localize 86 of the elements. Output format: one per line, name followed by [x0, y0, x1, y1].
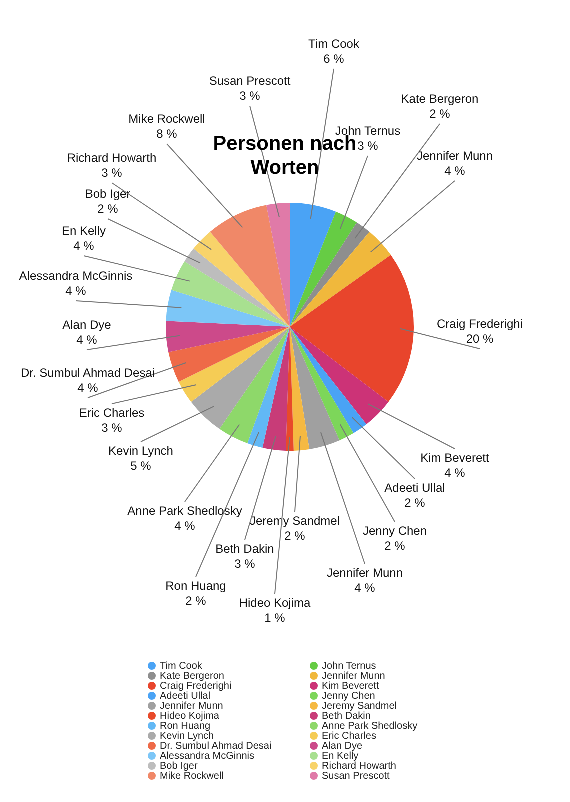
pie-slice: [184, 248, 290, 327]
legend-label: Alessandra McGinnis: [160, 751, 256, 762]
slice-label: Jenny Chen: [362, 524, 428, 538]
legend-label: Kim Beverett: [322, 681, 380, 692]
pie-slice: [178, 327, 290, 402]
legend-label: Eric Charles: [322, 731, 378, 742]
data-label: 2 %: [430, 107, 451, 121]
data-label: 3 %: [102, 421, 123, 435]
slice-label: Richard Howarth: [67, 151, 157, 165]
pie-slice: [290, 327, 354, 441]
pie-slice: [290, 203, 336, 327]
data-label: 6 %: [324, 52, 345, 66]
pie-slice: [220, 327, 290, 444]
data-label: 2 %: [284, 529, 306, 543]
data-label: 8 %: [156, 127, 178, 141]
legend-label: Hideo Kojima: [160, 711, 220, 722]
data-label: 4 %: [174, 519, 196, 533]
legend-label: Anne Park Shedlosky: [322, 721, 419, 732]
slice-label: Susan Prescott: [209, 74, 292, 88]
slice-label: Mike Rockwell: [128, 112, 206, 126]
pie-slice: [266, 203, 290, 327]
legend-label: Ron Huang: [160, 721, 211, 732]
legend-label: John Ternus: [322, 661, 378, 672]
slice-label: Alessandra McGinnis: [19, 269, 133, 283]
legend-label: Kate Bergeron: [160, 671, 224, 682]
slice-label: Tim Cook: [308, 37, 360, 51]
pie-slice: [290, 222, 370, 327]
legend-label: Craig Frederighi: [160, 681, 233, 692]
data-label: 4 %: [354, 581, 376, 595]
pie-slice: [248, 327, 290, 448]
slice-label: Bob Iger: [85, 187, 131, 201]
legend-label: En Kelly: [322, 751, 359, 762]
slice-label: Hideo Kojima: [239, 596, 312, 610]
legend-label: Bob Iger: [160, 761, 198, 772]
slice-label: En Kelly: [62, 224, 106, 238]
data-label: 3 %: [234, 557, 256, 571]
slice-label: Jennifer Munn: [326, 566, 404, 580]
data-label: 4 %: [74, 239, 95, 253]
legend-label: Jenny Chen: [322, 691, 376, 702]
slice-label: Beth Dakin: [216, 542, 274, 556]
legend-label: Tim Cook: [160, 661, 204, 672]
pie-slice: [194, 232, 290, 327]
data-label: 2 %: [384, 539, 406, 553]
data-label: 2 %: [98, 202, 119, 216]
slice-label: Craig Frederighi: [436, 317, 524, 331]
slice-label: Alan Dye: [62, 318, 112, 332]
pie-slice: [210, 205, 290, 327]
data-label: 4 %: [444, 164, 466, 178]
data-label: 3 %: [358, 139, 379, 153]
legend-label: Kevin Lynch: [160, 731, 214, 742]
slice-label: Jennifer Munn: [416, 149, 494, 163]
slice-label: Adeeti Ullal: [384, 481, 446, 495]
slice-label: Kevin Lynch: [108, 444, 174, 458]
data-label: 2 %: [404, 496, 426, 510]
data-label: 4 %: [78, 381, 99, 395]
legend-label: Beth Dakin: [322, 711, 372, 722]
pie-slice: [166, 321, 290, 352]
slice-label: Ron Huang: [166, 579, 226, 593]
legend-label: Jennifer Munn: [160, 701, 224, 712]
slice-label: Kim Beverett: [420, 451, 490, 465]
slice-label: Kate Bergeron: [401, 92, 479, 106]
data-label: 4 %: [76, 333, 98, 347]
legend-label: Jennifer Munn: [322, 671, 386, 682]
data-label: 1 %: [264, 611, 286, 625]
data-label: 4 %: [66, 284, 87, 298]
data-label: 3 %: [102, 166, 123, 180]
data-label: 4 %: [444, 466, 466, 480]
pie-slice: [172, 262, 290, 327]
data-label: 2 %: [186, 594, 207, 608]
legend-label: Jeremy Sandmel: [322, 701, 398, 712]
legend-label: Adeeti Ullal: [160, 691, 211, 702]
legend-label: Mike Rockwell: [160, 771, 225, 782]
pie-slice: [290, 255, 414, 402]
legend-label: Richard Howarth: [322, 761, 398, 772]
pie-slice: [290, 212, 358, 327]
pie-slice: [290, 327, 367, 434]
slice-label: Eric Charles: [79, 406, 145, 420]
pie-slice: [168, 327, 290, 382]
pie-slice: [166, 290, 290, 327]
data-label: 5 %: [130, 459, 152, 473]
slice-label: Dr. Sumbul Ahmad Desai: [20, 366, 156, 380]
data-label: 20 %: [466, 332, 494, 346]
data-label: 3 %: [240, 89, 261, 103]
legend-label: Susan Prescott: [322, 771, 391, 782]
legend-label: Dr. Sumbul Ahmad Desai: [160, 741, 273, 752]
legend-label: Alan Dye: [322, 741, 364, 752]
